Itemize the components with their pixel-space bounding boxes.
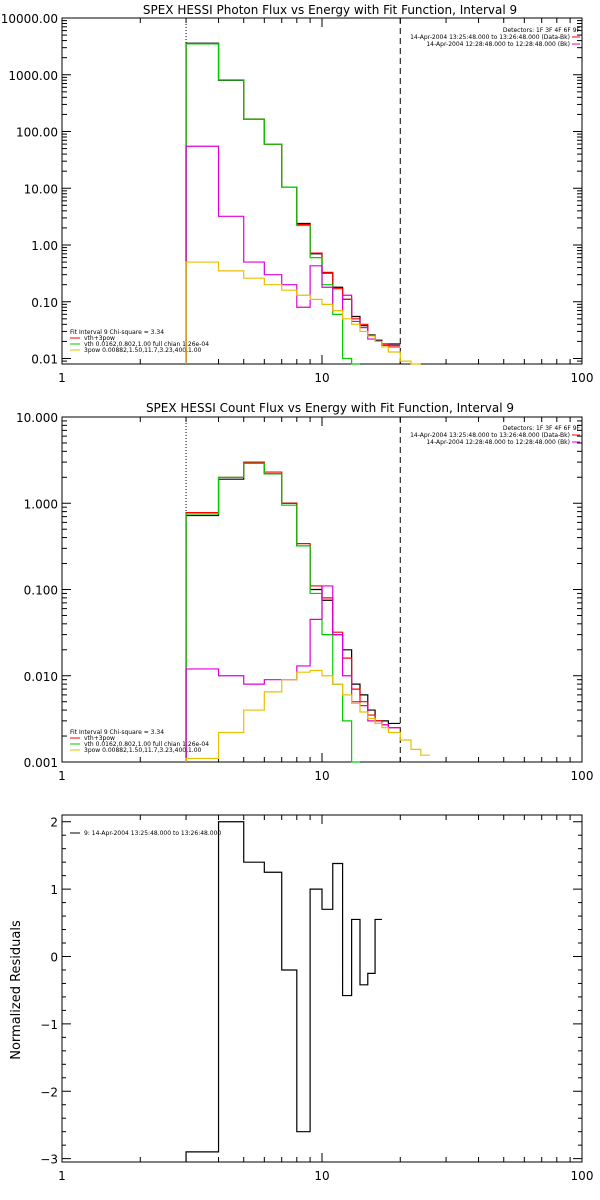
panel-2-info-line-1: Detectors: 1F 3F 4F 6F 9F — [503, 425, 581, 432]
y-tick-label: 2 — [50, 816, 58, 830]
panel-1-info-line-3: 14-Apr-2004 12:28:48.000 to 12:28:48.000… — [426, 41, 570, 48]
y-tick-label: 10.00 — [24, 182, 58, 196]
panel-2-legend-entry-2: vth 0.0162,0.802,1.00 full chian 1.26e-0… — [84, 741, 209, 748]
y-tick-label: −2 — [40, 1085, 58, 1099]
x-tick-label: 100 — [571, 371, 594, 385]
x-tick-label: 100 — [571, 769, 594, 783]
panel-1-title: SPEX HESSI Photon Flux vs Energy with Fi… — [143, 3, 517, 17]
y-tick-label: 0.010 — [24, 670, 58, 684]
panel-3-legend-entry: 9: 14-Apr-2004 13:25:48.000 to 13:26:48.… — [84, 830, 221, 837]
x-tick-label: 10 — [314, 769, 329, 783]
series-line-3 — [185, 462, 360, 763]
panel-1-info-line-2: 14-Apr-2004 13:25:48.000 to 13:26:48.000… — [410, 34, 570, 41]
y-tick-label: 1.000 — [24, 497, 58, 511]
x-tick-label: 10 — [314, 371, 329, 385]
y-tick-label: −3 — [40, 1153, 58, 1167]
series-line-1 — [185, 821, 382, 1162]
series-line-5 — [185, 261, 421, 365]
panel-2-title: SPEX HESSI Count Flux vs Energy with Fit… — [146, 401, 514, 415]
y-tick-label: 0.100 — [24, 584, 58, 598]
panel-3-ylabel: Normalized Residuals — [9, 920, 24, 1060]
x-tick-label: 100 — [571, 1169, 594, 1183]
series-line-3 — [185, 43, 360, 365]
panel-2-info-line-2: 14-Apr-2004 13:25:48.000 to 13:26:48.000… — [410, 432, 570, 439]
y-tick-label: 0.10 — [31, 296, 58, 310]
panel-2-legend-header: Fit Interval 9 Chi-square = 3.34 — [70, 729, 164, 736]
panel-1-info-line-1: Detectors: 1F 3F 4F 6F 9F — [503, 27, 581, 34]
x-tick-label: 1 — [58, 769, 66, 783]
y-tick-label: −1 — [40, 1018, 58, 1032]
y-tick-label: 10000.00 — [1, 12, 58, 26]
panel-1-legend-entry-3: 3pow 0.00882,1.50,11.7,3.23,400,1.00 — [84, 347, 202, 354]
x-tick-label: 10 — [314, 1169, 329, 1183]
panel-1: 1 10 100 10000.00 1000.00 100.00 10.00 1.00 0.10… — [1, 12, 594, 385]
y-tick-label: 0.001 — [24, 756, 58, 770]
panel-1-legend-entry-2: vth 0.0162,0.802,1.00 full chian 1.26e-0… — [84, 341, 209, 348]
panel-2-info-line-3: 14-Apr-2004 12:28:48.000 to 12:28:48.000… — [426, 439, 570, 446]
y-tick-label: 1 — [50, 883, 58, 897]
y-tick-label: 0.01 — [31, 353, 58, 367]
y-tick-label: 10.000 — [16, 411, 58, 425]
panel-1-legend-header: Fit Interval 9 Chi-square = 3.34 — [70, 329, 164, 336]
panel-1-legend-entry-1: vth+3pow — [84, 335, 115, 342]
series-line-5 — [185, 669, 430, 762]
y-tick-label: 1000.00 — [8, 69, 58, 83]
x-tick-label: 1 — [58, 371, 66, 385]
y-tick-label: 0 — [50, 950, 58, 964]
y-tick-label: 100.00 — [16, 126, 58, 140]
plot-layer: 1 10 10010000.001000.00100.0010.001.000.10… — [1, 12, 594, 1183]
panel-2-legend-entry-3: 3pow 0.00882,1.50,11.7,3.23,400,1.00 — [84, 747, 202, 754]
series-line-4 — [185, 145, 401, 364]
x-tick-label: 1 — [58, 1169, 66, 1183]
y-tick-label: 1.00 — [31, 239, 58, 253]
panel-2-legend-entry-1: vth+3pow — [84, 735, 115, 742]
panel-2: 1 10 100 10.000 1.000 0.100 0.010 0.001 — [16, 411, 593, 783]
